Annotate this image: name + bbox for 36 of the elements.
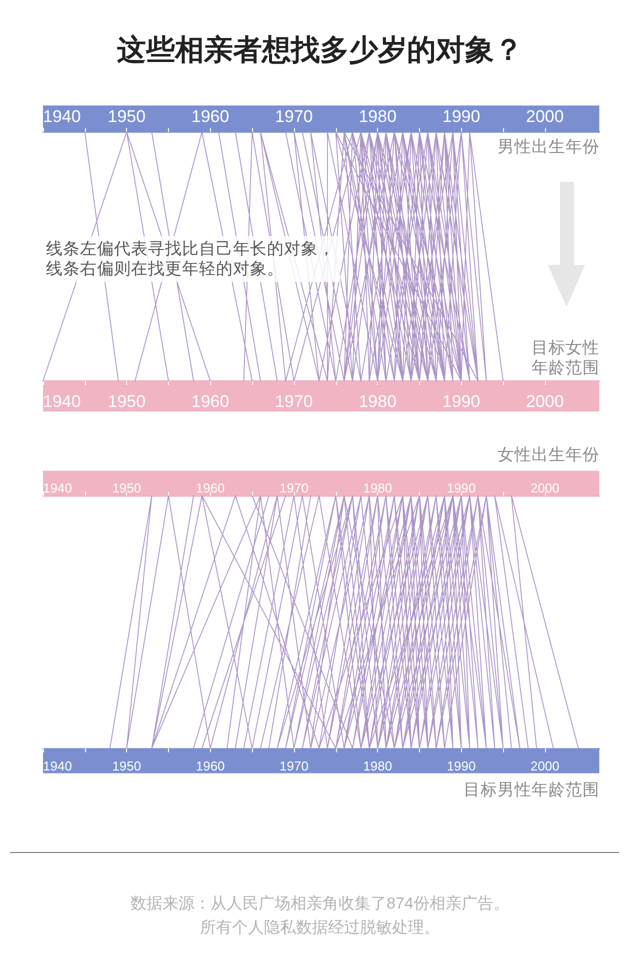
x2-tick-label: 1950: [108, 107, 146, 126]
chart-title: 这些相亲者想找多少岁的对象？: [117, 34, 523, 66]
x-tick-label: 1940: [43, 758, 72, 774]
x2-tick-label: 1980: [358, 107, 397, 126]
x2-axis-title: 女性出生年份: [497, 446, 600, 464]
x-tick-label: 1990: [442, 392, 480, 411]
x-tick-label: 2000: [530, 758, 560, 774]
x-axis-title: 目标男性年龄范围: [463, 781, 600, 799]
x-tick-label: 1950: [112, 758, 142, 774]
x-tick-label: 1960: [191, 392, 230, 411]
x-tick-label: 1950: [108, 392, 146, 411]
x2-tick-label: 1950: [112, 480, 142, 496]
x2-tick-label: 1970: [275, 107, 313, 126]
x-tick-label: 1980: [363, 758, 392, 774]
x-tick-label: 1990: [446, 758, 476, 774]
x2-tick-label: 1970: [280, 480, 308, 496]
x-tick-label: 1980: [358, 392, 397, 411]
x2-tick-label: 2000: [530, 480, 560, 496]
x-axis-title: 目标女性年龄范围: [531, 339, 600, 377]
x2-tick-label: 1960: [196, 480, 225, 496]
x2-tick-label: 1980: [363, 480, 392, 496]
source-note: 数据来源：从人民广场相亲角收集了874份相亲广告。: [130, 894, 510, 912]
x-tick-label: 1940: [43, 392, 81, 411]
x-tick-label: 1960: [196, 758, 225, 774]
x-tick-label: 1970: [280, 758, 308, 774]
x2-tick-label: 1940: [43, 107, 81, 126]
x2-tick-label: 1990: [446, 480, 476, 496]
x2-axis-title: 男性出生年份: [497, 138, 600, 156]
x2-tick-label: 2000: [526, 107, 564, 126]
x2-tick-label: 1940: [43, 480, 72, 496]
x-tick-label: 1970: [275, 392, 313, 411]
annotation: 线条左偏代表寻找比自己年长的对象，线条右偏则在找更年轻的对象。: [46, 240, 335, 278]
x-tick-label: 2000: [526, 392, 564, 411]
x2-tick-label: 1960: [191, 107, 230, 126]
text: 所有个人隐私数据经过脱敏处理。: [200, 918, 440, 936]
x2-tick-label: 1990: [442, 107, 480, 126]
